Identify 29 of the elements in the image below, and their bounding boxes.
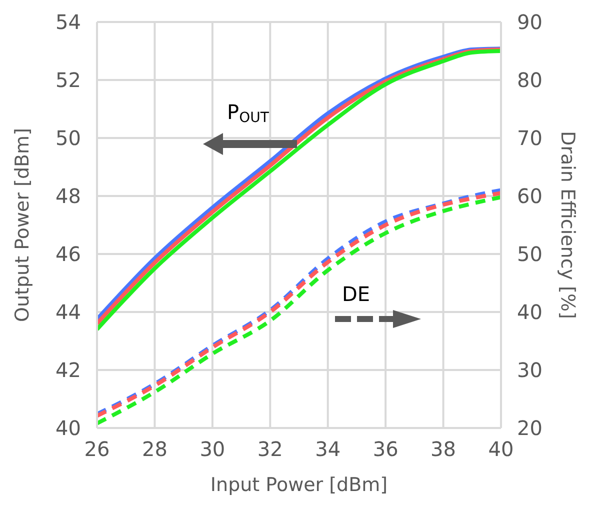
x-tick-label: 26 xyxy=(84,437,110,462)
y-axis-title: Output Power [dBm] xyxy=(12,128,34,322)
annotation: DE xyxy=(342,282,370,306)
x-tick-label: 40 xyxy=(488,437,514,462)
y-tick-label: 48 xyxy=(56,184,81,208)
x-tick-label: 38 xyxy=(430,437,456,462)
x-axis-title: Input Power [dBm] xyxy=(210,474,388,496)
annotation: P$_{OUT}$ xyxy=(227,100,269,126)
y2-tick-label: 90 xyxy=(517,10,542,34)
y-tick-label: 52 xyxy=(56,68,81,92)
y2-tick-label: 40 xyxy=(517,300,542,324)
y-tick-label: 40 xyxy=(56,416,81,440)
y-tick-label: 44 xyxy=(56,300,81,324)
y2-tick-label: 20 xyxy=(517,416,542,440)
x-tick-label: 32 xyxy=(257,437,283,462)
y2-tick-label: 70 xyxy=(517,126,542,150)
y2-tick-label: 60 xyxy=(517,184,542,208)
y2-tick-label: 80 xyxy=(517,68,542,92)
y-tick-label: 54 xyxy=(56,10,81,34)
y-tick-label: 46 xyxy=(56,242,81,266)
x-tick-label: 30 xyxy=(200,437,226,462)
y2-tick-label: 50 xyxy=(517,242,542,266)
y-tick-label: 42 xyxy=(56,358,81,382)
y-tick-label: 50 xyxy=(56,126,81,150)
x-tick-label: 34 xyxy=(315,437,341,462)
x-tick-label: 36 xyxy=(372,437,398,462)
y2-tick-label: 30 xyxy=(517,358,542,382)
y2-axis-title: Drain Efficiency [%] xyxy=(556,131,578,319)
x-tick-label: 28 xyxy=(142,437,168,462)
